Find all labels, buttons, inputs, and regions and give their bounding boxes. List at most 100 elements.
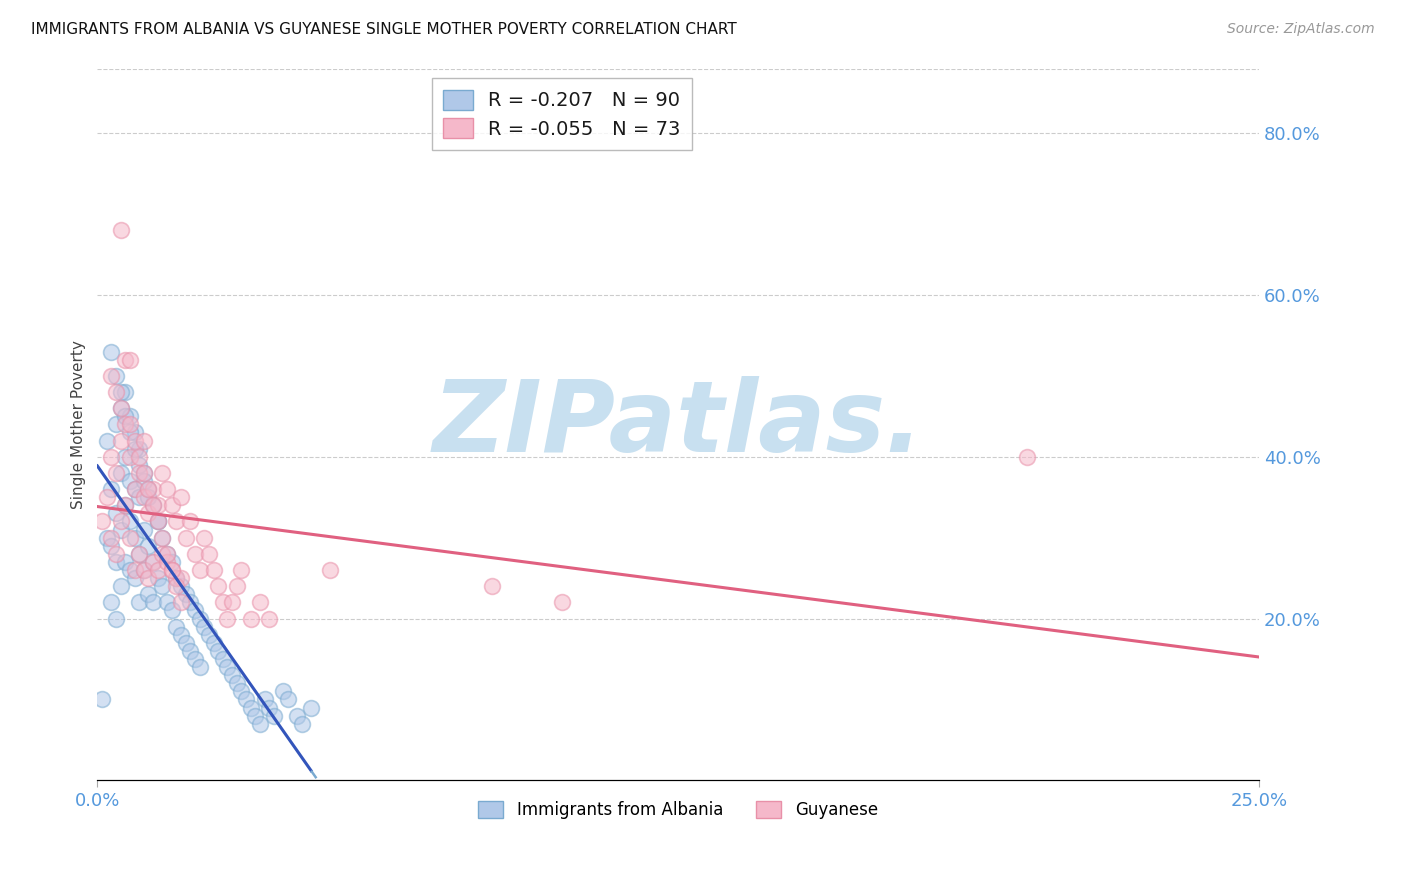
- Point: [118, 563, 141, 577]
- Point: [152, 531, 174, 545]
- Point: [188, 563, 211, 577]
- Point: [138, 571, 160, 585]
- Point: [165, 579, 187, 593]
- Point: [96, 490, 118, 504]
- Point: [142, 555, 165, 569]
- Point: [259, 700, 281, 714]
- Point: [114, 498, 136, 512]
- Point: [132, 474, 155, 488]
- Point: [146, 515, 169, 529]
- Point: [245, 708, 267, 723]
- Point: [259, 611, 281, 625]
- Point: [249, 595, 271, 609]
- Point: [138, 507, 160, 521]
- Point: [235, 692, 257, 706]
- Point: [184, 603, 207, 617]
- Point: [124, 482, 146, 496]
- Point: [253, 692, 276, 706]
- Text: ZIPatlas.: ZIPatlas.: [433, 376, 924, 473]
- Point: [152, 547, 174, 561]
- Point: [211, 595, 233, 609]
- Point: [118, 417, 141, 432]
- Point: [142, 482, 165, 496]
- Point: [263, 708, 285, 723]
- Point: [221, 668, 243, 682]
- Point: [132, 523, 155, 537]
- Point: [128, 547, 150, 561]
- Point: [179, 515, 201, 529]
- Point: [156, 547, 179, 561]
- Point: [118, 531, 141, 545]
- Point: [138, 482, 160, 496]
- Point: [160, 563, 183, 577]
- Point: [124, 442, 146, 456]
- Point: [165, 515, 187, 529]
- Point: [179, 595, 201, 609]
- Point: [207, 644, 229, 658]
- Point: [481, 579, 503, 593]
- Point: [142, 555, 165, 569]
- Point: [110, 401, 132, 416]
- Legend: Immigrants from Albania, Guyanese: Immigrants from Albania, Guyanese: [472, 794, 884, 825]
- Point: [174, 531, 197, 545]
- Point: [100, 539, 122, 553]
- Point: [299, 700, 322, 714]
- Point: [165, 571, 187, 585]
- Point: [184, 652, 207, 666]
- Point: [128, 458, 150, 472]
- Point: [1015, 450, 1038, 464]
- Point: [114, 450, 136, 464]
- Point: [174, 636, 197, 650]
- Point: [104, 466, 127, 480]
- Point: [198, 628, 221, 642]
- Point: [132, 434, 155, 448]
- Point: [152, 531, 174, 545]
- Point: [217, 611, 239, 625]
- Point: [202, 636, 225, 650]
- Point: [110, 579, 132, 593]
- Point: [146, 498, 169, 512]
- Point: [118, 474, 141, 488]
- Point: [170, 628, 193, 642]
- Point: [110, 523, 132, 537]
- Point: [146, 515, 169, 529]
- Point: [188, 611, 211, 625]
- Point: [128, 595, 150, 609]
- Point: [142, 498, 165, 512]
- Point: [118, 425, 141, 440]
- Point: [271, 684, 294, 698]
- Point: [318, 563, 340, 577]
- Point: [128, 442, 150, 456]
- Point: [128, 490, 150, 504]
- Point: [124, 434, 146, 448]
- Point: [207, 579, 229, 593]
- Point: [156, 482, 179, 496]
- Point: [124, 482, 146, 496]
- Point: [114, 385, 136, 400]
- Point: [277, 692, 299, 706]
- Point: [170, 579, 193, 593]
- Point: [104, 368, 127, 383]
- Point: [165, 571, 187, 585]
- Point: [91, 692, 114, 706]
- Point: [100, 482, 122, 496]
- Point: [91, 515, 114, 529]
- Point: [118, 352, 141, 367]
- Point: [118, 515, 141, 529]
- Point: [217, 660, 239, 674]
- Point: [152, 466, 174, 480]
- Point: [104, 547, 127, 561]
- Point: [100, 344, 122, 359]
- Point: [100, 368, 122, 383]
- Point: [138, 587, 160, 601]
- Point: [124, 563, 146, 577]
- Point: [110, 223, 132, 237]
- Point: [104, 417, 127, 432]
- Point: [170, 595, 193, 609]
- Point: [100, 595, 122, 609]
- Point: [152, 579, 174, 593]
- Point: [138, 539, 160, 553]
- Point: [104, 507, 127, 521]
- Point: [211, 652, 233, 666]
- Point: [198, 547, 221, 561]
